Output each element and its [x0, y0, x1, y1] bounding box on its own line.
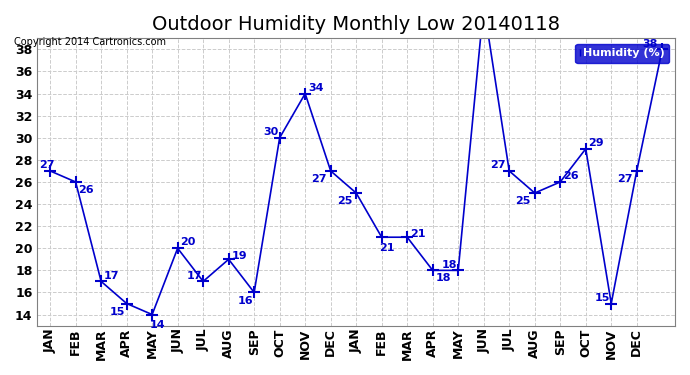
- Text: 14: 14: [149, 320, 165, 330]
- Text: 27: 27: [39, 160, 55, 170]
- Text: 26: 26: [79, 185, 94, 195]
- Text: 26: 26: [563, 171, 579, 181]
- Text: 30: 30: [263, 127, 278, 137]
- Text: 29: 29: [589, 138, 604, 148]
- Text: 21: 21: [379, 243, 395, 253]
- Text: 21: 21: [410, 229, 426, 239]
- Text: 27: 27: [618, 174, 633, 184]
- Title: Outdoor Humidity Monthly Low 20140118: Outdoor Humidity Monthly Low 20140118: [152, 15, 560, 34]
- Text: 34: 34: [308, 83, 324, 93]
- Text: 16: 16: [237, 296, 253, 306]
- Text: 18: 18: [435, 273, 451, 284]
- Text: Copyright 2014 Cartronics.com: Copyright 2014 Cartronics.com: [14, 37, 166, 47]
- Text: 25: 25: [515, 196, 531, 206]
- Text: 25: 25: [337, 196, 352, 206]
- Text: 15: 15: [595, 293, 610, 303]
- Legend: Humidity (%): Humidity (%): [575, 44, 669, 63]
- Text: 20: 20: [180, 237, 196, 248]
- Text: 38: 38: [643, 39, 658, 49]
- Text: 19: 19: [231, 251, 247, 261]
- Text: 42: 42: [0, 374, 1, 375]
- Text: 15: 15: [110, 307, 126, 316]
- Text: 27: 27: [490, 160, 505, 170]
- Text: 18: 18: [442, 260, 457, 270]
- Text: 17: 17: [104, 271, 119, 280]
- Text: 27: 27: [311, 174, 327, 184]
- Text: 17: 17: [186, 271, 202, 280]
